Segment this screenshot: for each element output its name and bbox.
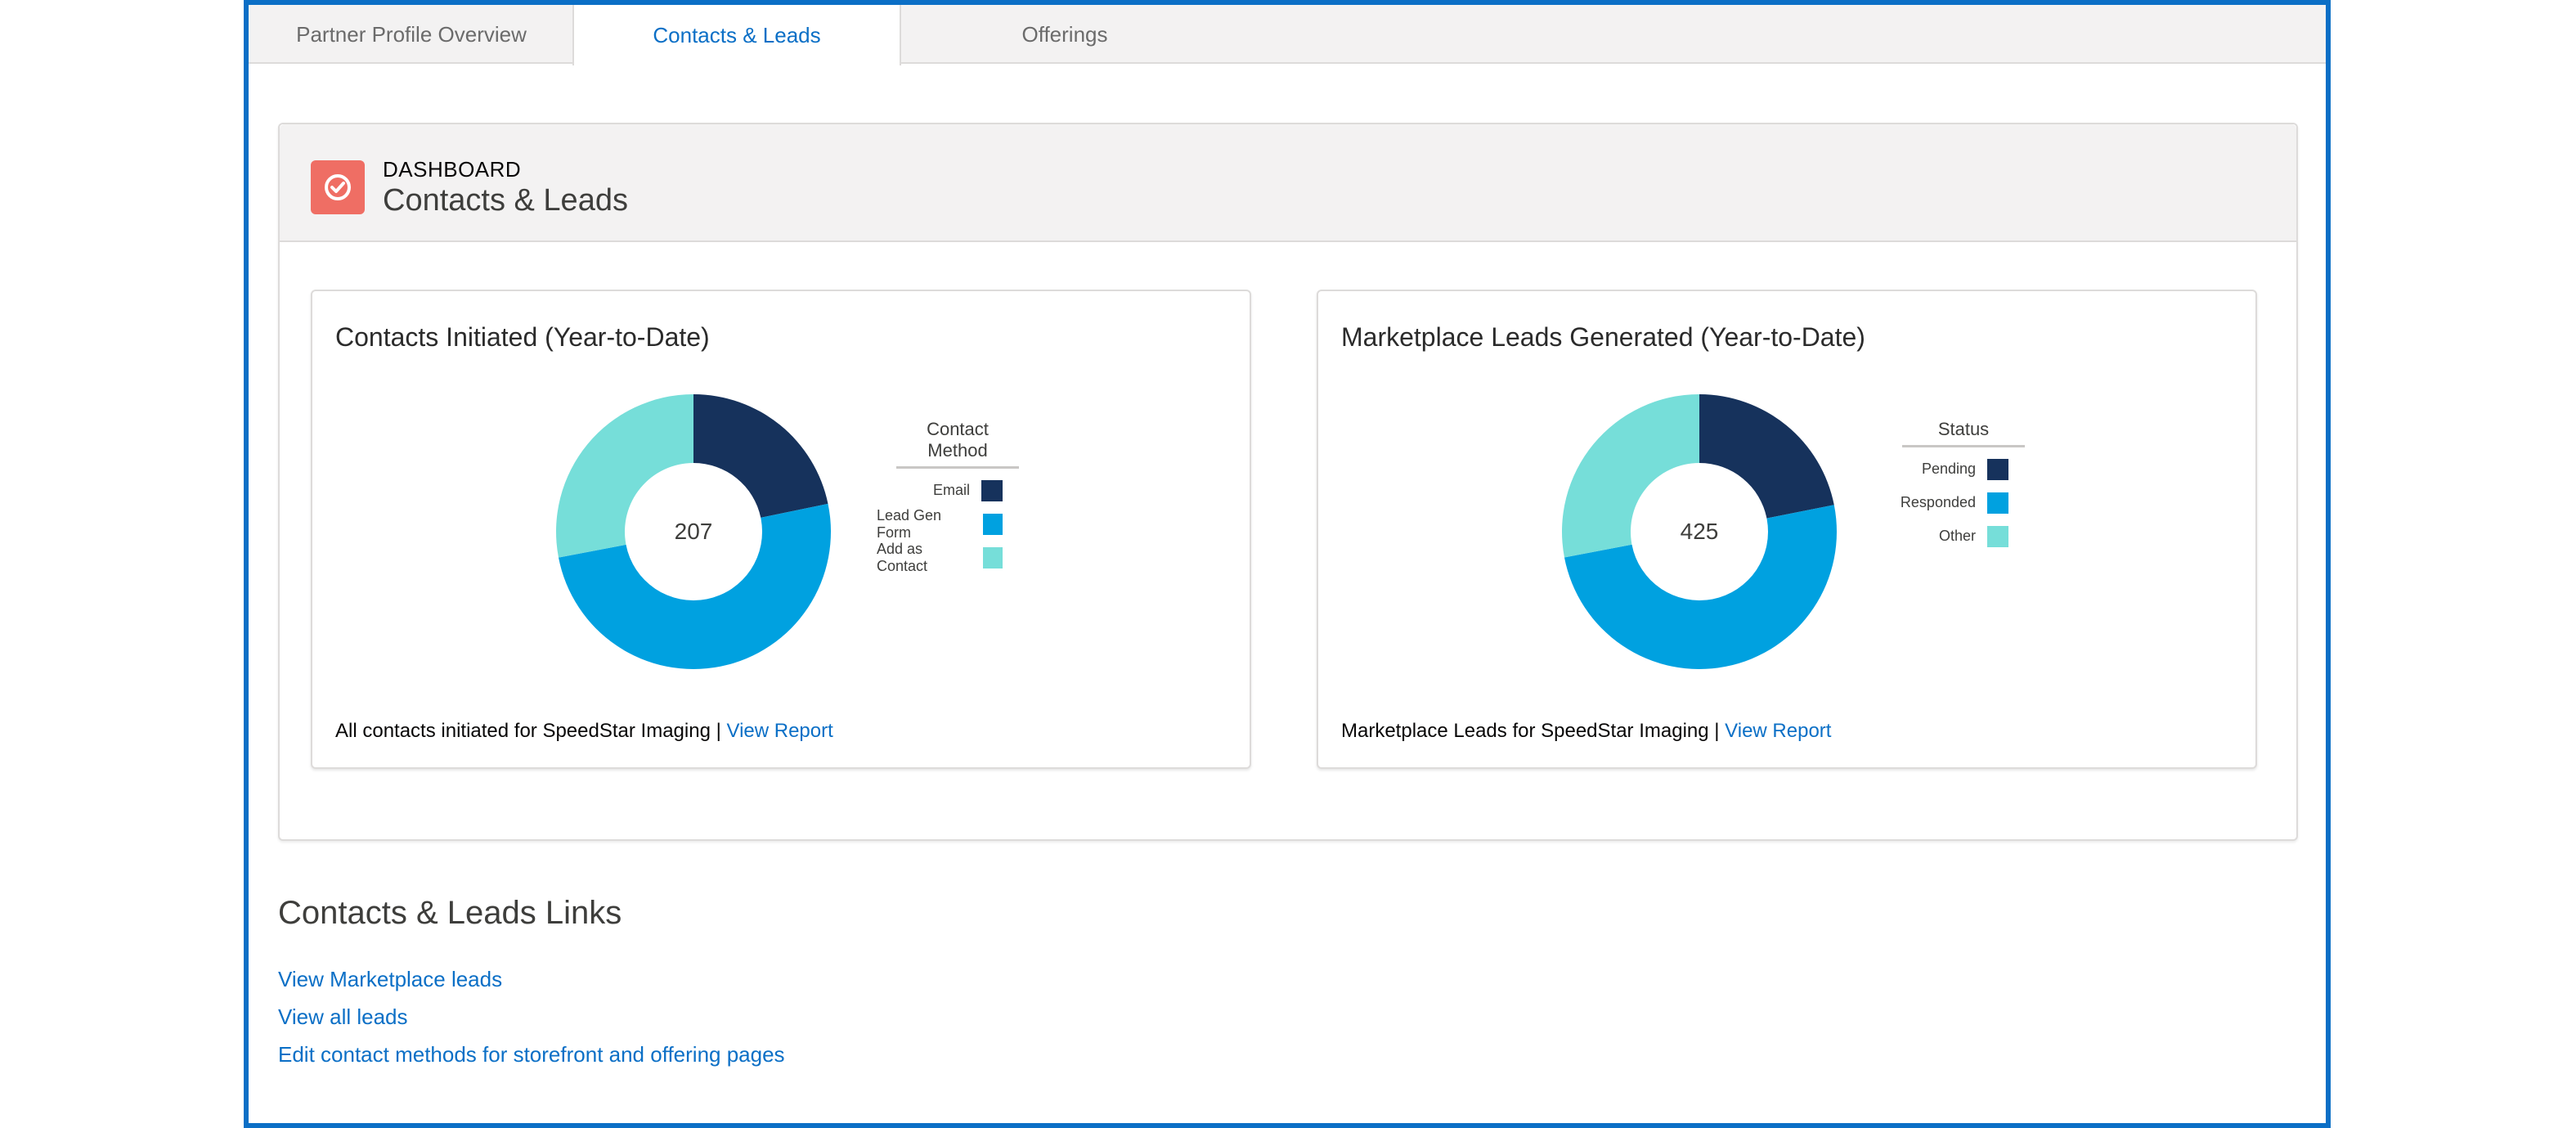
legend-swatch xyxy=(983,513,1003,535)
app-frame: Partner Profile Overview Contacts & Lead… xyxy=(244,0,2331,1128)
donut-slice-email[interactable] xyxy=(693,394,828,518)
links-section-title: Contacts & Leads Links xyxy=(278,895,622,931)
view-report-link[interactable]: View Report xyxy=(1725,720,1832,742)
donut-slice-pending[interactable] xyxy=(1699,394,1834,519)
donut-slice-lead-gen-form[interactable] xyxy=(559,503,831,669)
dashboard-eyebrow: DASHBOARD xyxy=(383,157,522,182)
donut-slice-other[interactable] xyxy=(1562,394,1699,558)
legend-swatch xyxy=(1987,525,2008,547)
donut-slice-responded[interactable] xyxy=(1564,505,1838,670)
marketplace-leads-panel: Marketplace Leads Generated (Year-to-Dat… xyxy=(1317,290,2257,769)
donut-center-value: 425 xyxy=(1680,519,1719,544)
legend-item-responded: Responded xyxy=(1883,486,2038,519)
dashboard-title: Contacts & Leads xyxy=(383,183,628,218)
contacts-initiated-panel: Contacts Initiated (Year-to-Date) 207 Co… xyxy=(311,290,1251,769)
tab-partner-profile-overview[interactable]: Partner Profile Overview xyxy=(296,21,527,47)
legend-swatch xyxy=(1987,492,2008,514)
donut-slice-add-as-contact[interactable] xyxy=(556,394,693,558)
panel-title: Contacts Initiated (Year-to-Date) xyxy=(335,322,710,352)
panel-footer: All contacts initiated for SpeedStar Ima… xyxy=(335,720,833,742)
legend-title: Contact Method xyxy=(896,419,1019,469)
donut-center-value: 207 xyxy=(674,519,713,544)
legend-item-add-as-contact: Add as Contact xyxy=(877,541,1032,574)
tab-offerings[interactable]: Offerings xyxy=(1021,21,1108,47)
legend-item-pending: Pending xyxy=(1883,452,2038,486)
legend-item-other: Other xyxy=(1883,519,2038,553)
legend-swatch xyxy=(1987,458,2008,480)
dashboard-gauge-icon xyxy=(311,160,365,214)
legend-title: Status xyxy=(1902,419,2025,447)
contacts-donut-chart xyxy=(556,394,831,669)
legend-item-lead-gen-form: Lead Gen Form xyxy=(877,507,1032,541)
chart-legend: Status Pending Responded Other xyxy=(1883,419,2038,553)
panel-title: Marketplace Leads Generated (Year-to-Dat… xyxy=(1341,322,1865,352)
legend-swatch xyxy=(982,546,1003,568)
tab-bar: Partner Profile Overview Contacts & Lead… xyxy=(249,5,2326,65)
chart-legend: Contact Method Email Lead Gen Form Add a… xyxy=(877,419,1032,574)
view-all-leads-link[interactable]: View all leads xyxy=(278,1004,408,1029)
dashboard-header: DASHBOARD Contacts & Leads xyxy=(280,124,2296,242)
edit-contact-methods-link[interactable]: Edit contact methods for storefront and … xyxy=(278,1042,785,1067)
view-report-link[interactable]: View Report xyxy=(726,720,833,742)
panel-footer: Marketplace Leads for SpeedStar Imaging … xyxy=(1341,720,1832,742)
legend-swatch xyxy=(981,479,1003,501)
dashboard-card: DASHBOARD Contacts & Leads Contacts Init… xyxy=(278,123,2298,841)
view-marketplace-leads-link[interactable]: View Marketplace leads xyxy=(278,967,503,991)
tab-contacts-leads[interactable]: Contacts & Leads xyxy=(572,5,901,65)
legend-item-email: Email xyxy=(877,474,1032,507)
leads-donut-chart xyxy=(1562,394,1838,670)
